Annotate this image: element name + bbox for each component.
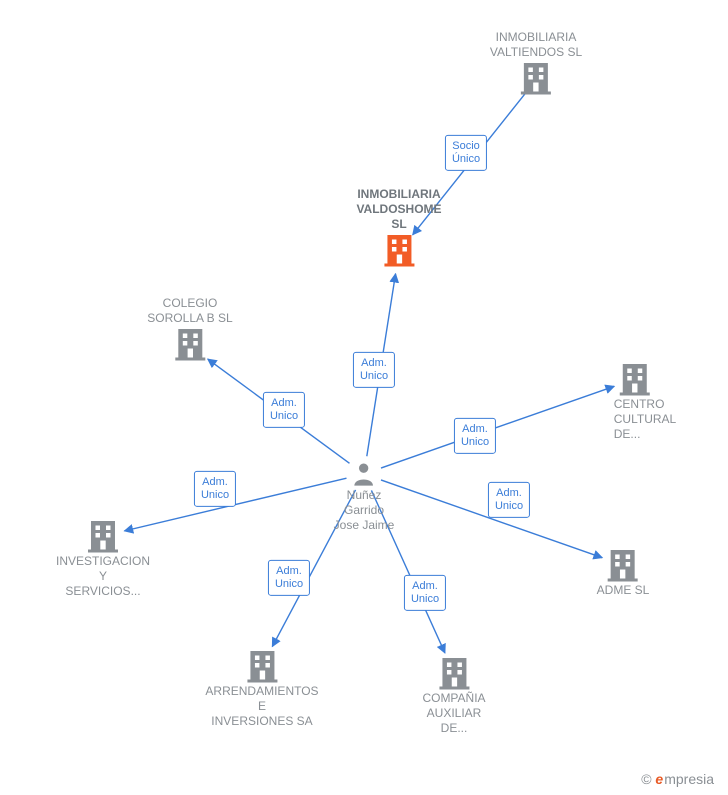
copyright-symbol: © (641, 771, 651, 787)
node-label-centro: CENTRO CULTURAL DE... (614, 397, 676, 442)
building-icon (518, 60, 554, 96)
node-arrendamientos[interactable]: ARRENDAMIENTOS E INVERSIONES SA (205, 648, 318, 729)
footer-credit: © empresia (641, 771, 714, 787)
node-label-person: Nuñez Garrido Jose Jaime (334, 488, 395, 533)
edge-label-person-compania: Adm. Unico (404, 575, 446, 611)
node-label-valdoshome: INMOBILIARIA VALDOSHOME SL (356, 187, 441, 232)
building-icon (381, 232, 417, 268)
edge-label-valtiendos-valdoshome: Socio Único (445, 135, 487, 171)
building-icon (244, 648, 280, 684)
diagram-canvas: INMOBILIARIA VALTIENDOS SL INMOBILIARIA … (0, 0, 728, 795)
edge-label-person-arrendamientos: Adm. Unico (268, 560, 310, 596)
node-adme[interactable]: ADME SL (597, 547, 650, 598)
node-person-center[interactable]: Nuñez Garrido Jose Jaime (334, 460, 395, 533)
node-label-colegio: COLEGIO SOROLLA B SL (147, 296, 232, 326)
edge-label-person-valdoshome: Adm. Unico (353, 352, 395, 388)
node-label-investigacion: INVESTIGACION Y SERVICIOS... (56, 554, 150, 599)
edge-label-person-centro: Adm. Unico (454, 418, 496, 454)
building-icon (172, 326, 208, 362)
edge-label-person-colegio: Adm. Unico (263, 392, 305, 428)
person-icon (350, 460, 378, 488)
building-icon (605, 547, 641, 583)
brand-rest: mpresia (664, 771, 714, 787)
node-label-arrendamientos: ARRENDAMIENTOS E INVERSIONES SA (205, 684, 318, 729)
edge-label-person-adme: Adm. Unico (488, 482, 530, 518)
edge-person-centro (381, 386, 614, 468)
node-label-compania: COMPAÑIA AUXILIAR DE... (422, 691, 485, 736)
node-valdoshome[interactable]: INMOBILIARIA VALDOSHOME SL (356, 187, 441, 268)
node-centro[interactable]: CENTRO CULTURAL DE... (594, 361, 676, 442)
node-label-adme: ADME SL (597, 583, 650, 598)
building-icon (617, 361, 653, 397)
building-icon (436, 655, 472, 691)
building-icon (85, 518, 121, 554)
node-compania[interactable]: COMPAÑIA AUXILIAR DE... (422, 655, 485, 736)
node-investigacion[interactable]: INVESTIGACION Y SERVICIOS... (56, 518, 150, 599)
brand-initial: e (655, 771, 663, 787)
node-label-valtiendos: INMOBILIARIA VALTIENDOS SL (490, 30, 582, 60)
edge-label-person-investigacion: Adm. Unico (194, 471, 236, 507)
node-valtiendos[interactable]: INMOBILIARIA VALTIENDOS SL (490, 30, 582, 96)
node-colegio[interactable]: COLEGIO SOROLLA B SL (147, 296, 232, 362)
